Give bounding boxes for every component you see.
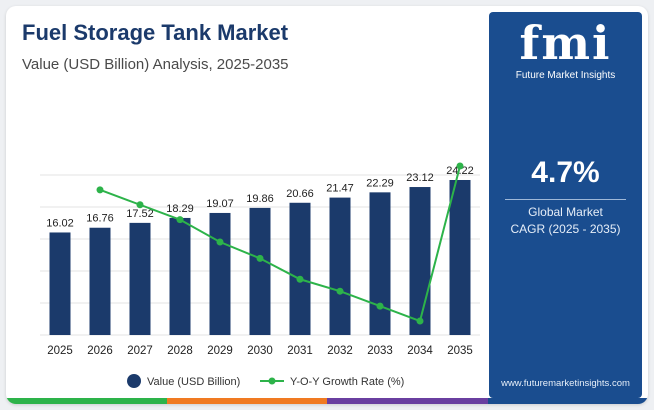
cagr-label-line1: Global Market	[528, 205, 603, 219]
bar-data-label: 17.52	[126, 208, 154, 220]
growth-point	[416, 317, 424, 325]
bar	[169, 217, 191, 335]
x-tick-label: 2034	[407, 345, 433, 357]
insights-panel: fmi Future Market Insights 4.7% Global M…	[489, 12, 642, 398]
bar	[289, 202, 311, 335]
bar	[49, 232, 71, 335]
bar-data-label: 20.66	[286, 188, 314, 200]
chart-area: 16.02 16.76 17.52 18.29 19.07 19.86 20.66 21.47…	[40, 162, 480, 388]
growth-line-series	[96, 162, 464, 325]
fmi-logo: fmi Future Market Insights	[489, 18, 642, 81]
legend-growth-marker	[268, 377, 276, 385]
growth-point	[216, 238, 224, 246]
legend-growth-label: Y-O-Y Growth Rate (%)	[290, 376, 404, 388]
bar-data-labels: 16.02 16.76 17.52 18.29 19.07 19.86 20.66 21.47…	[46, 165, 474, 229]
legend-value-marker	[127, 374, 141, 388]
legend: Value (USD Billion) Y-O-Y Growth Rate (%…	[127, 374, 404, 388]
cagr-label-line2: CAGR (2025 - 2035)	[510, 222, 621, 236]
growth-point	[376, 302, 384, 310]
bar	[249, 207, 271, 335]
growth-point	[456, 162, 464, 170]
panel-divider	[505, 199, 626, 200]
bottom-bar-segment	[6, 398, 167, 404]
logo-subtitle: Future Market Insights	[515, 70, 616, 81]
growth-point	[136, 201, 144, 209]
chart-subtitle: Value (USD Billion) Analysis, 2025-2035	[22, 56, 289, 73]
x-tick-label: 2028	[167, 345, 193, 357]
bar-data-label: 24.22	[446, 165, 474, 177]
website-link[interactable]: www.futuremarketinsights.com	[501, 378, 630, 389]
bottom-bar-segment	[166, 398, 327, 404]
bar-data-label: 21.47	[326, 183, 354, 195]
x-tick-label: 2030	[247, 345, 273, 357]
x-tick-label: 2026	[87, 345, 113, 357]
x-tick-label: 2035	[447, 345, 473, 357]
x-tick-label: 2032	[327, 345, 353, 357]
bar-data-label: 18.29	[166, 203, 194, 215]
x-tick-label: 2027	[127, 345, 153, 357]
growth-point	[96, 186, 104, 194]
bottom-color-bar	[6, 398, 648, 404]
legend-value-label: Value (USD Billion)	[147, 376, 240, 388]
logo-text: fmi	[519, 16, 612, 70]
bar	[329, 197, 351, 335]
growth-line	[99, 165, 461, 323]
bar-data-label: 19.86	[246, 193, 274, 205]
bar	[209, 212, 231, 335]
x-axis-ticks: 2025 2026 2027 2028 2029 2030 2031 2032 2033 2034…	[47, 345, 473, 357]
bar	[129, 222, 151, 335]
bar-data-label: 23.12	[406, 172, 434, 184]
growth-point	[296, 275, 304, 283]
growth-point	[176, 216, 184, 224]
bar	[409, 187, 431, 335]
x-tick-label: 2031	[287, 345, 313, 357]
x-tick-label: 2033	[367, 345, 393, 357]
cagr-label: Global Market CAGR (2025 - 2035)	[489, 204, 642, 238]
cagr-value: 4.7%	[531, 156, 600, 189]
chart-card: Fuel Storage Tank Market Value (USD Bill…	[6, 6, 648, 404]
x-tick-label: 2029	[207, 345, 233, 357]
bar-series	[49, 179, 471, 335]
bottom-bar-segment	[487, 398, 648, 404]
bar	[89, 227, 111, 335]
page-title: Fuel Storage Tank Market	[22, 20, 289, 45]
bar	[449, 179, 471, 335]
bar-data-label: 19.07	[206, 198, 234, 210]
bar-data-label: 16.76	[86, 213, 114, 225]
bar	[369, 192, 391, 335]
growth-point	[336, 287, 344, 295]
bar-data-label: 16.02	[46, 217, 74, 229]
x-tick-label: 2025	[47, 345, 73, 357]
bottom-bar-segment	[327, 398, 488, 404]
bar-data-label: 22.29	[366, 177, 394, 189]
growth-point	[256, 254, 264, 262]
